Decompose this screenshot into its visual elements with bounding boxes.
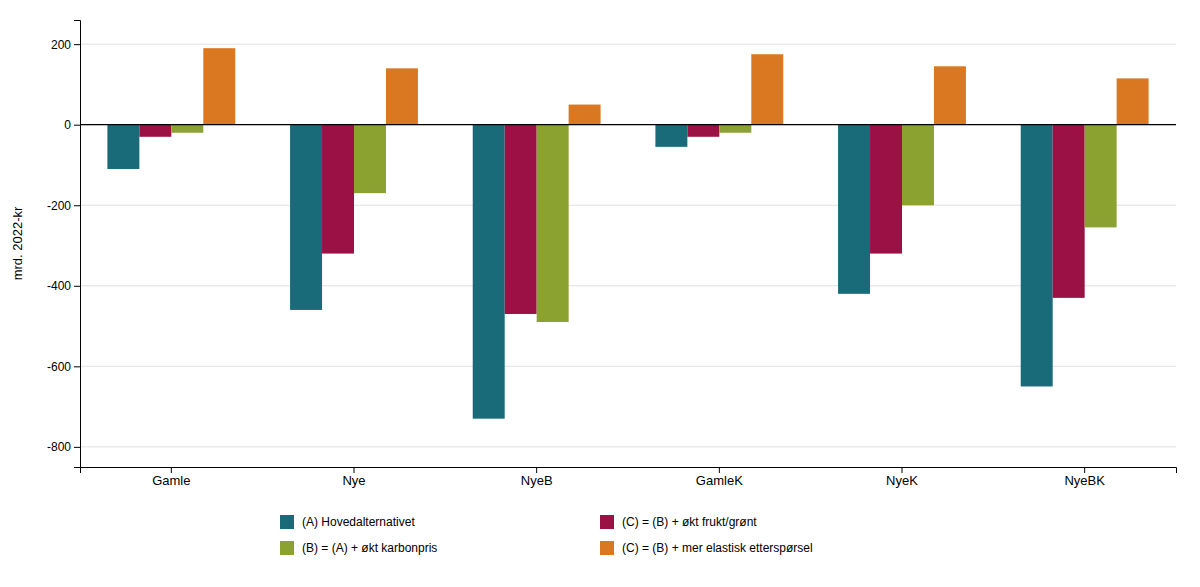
- legend-item: (C) = (B) + økt frukt/grønt: [600, 515, 757, 529]
- bars: [107, 48, 1148, 418]
- bar-series: [107, 125, 1052, 419]
- y-tick-mark: [74, 366, 80, 367]
- bar: [537, 125, 569, 322]
- bar: [1085, 125, 1117, 228]
- legend: (A) Hovedalternativet (C) = (B) + økt fru…: [280, 515, 813, 555]
- legend-label: (A) Hovedalternativet: [302, 515, 415, 529]
- bar: [386, 68, 418, 124]
- bar: [107, 125, 139, 169]
- legend-item: (C) = (B) + mer elastisk etterspørsel: [600, 541, 813, 555]
- bar: [203, 48, 235, 125]
- grid: [80, 44, 1176, 447]
- x-tick-mark: [171, 467, 172, 473]
- bar: [322, 125, 354, 254]
- y-tick-mark: [74, 125, 80, 126]
- bar-series: [171, 125, 1116, 322]
- bar: [505, 125, 537, 314]
- bar: [751, 54, 783, 124]
- y-tick-mark: [74, 447, 80, 448]
- y-tick: 200: [51, 38, 80, 52]
- y-tick-label: -200: [47, 199, 71, 213]
- x-tick-label: NyeK: [886, 473, 918, 488]
- x-tick: Nye: [342, 467, 365, 488]
- x-axis: Gamle Nye NyeB GamleK NyeK NyeBK: [81, 467, 1177, 488]
- x-tick: Gamle: [152, 467, 190, 488]
- legend-swatch: [600, 541, 614, 555]
- grid-line: [80, 124, 1176, 125]
- y-tick-mark: [74, 44, 80, 45]
- y-tick-label: 200: [51, 38, 71, 52]
- legend-item: (B) = (A) + økt karbonpris: [280, 541, 437, 555]
- bar: [687, 125, 719, 137]
- grid-line: [80, 366, 1176, 367]
- x-tick-mark: [536, 467, 537, 473]
- y-tick-label: -800: [47, 440, 71, 454]
- y-tick-label: -400: [47, 279, 71, 293]
- y-tick: -800: [47, 440, 80, 454]
- y-axis: -800 -600 -400 -200 0 200: [47, 21, 81, 468]
- x-axis-line: [81, 468, 1177, 474]
- x-tick: GamleK: [696, 467, 743, 488]
- x-tick: NyeK: [886, 467, 918, 488]
- bar: [171, 125, 203, 133]
- x-tick-mark: [1084, 467, 1085, 473]
- y-tick-label: 0: [64, 118, 71, 132]
- plot: -800 -600 -400 -200 0 200 Gamle Nye NyeB GamleK Ny…: [47, 21, 1177, 489]
- x-tick-label: NyeB: [521, 473, 553, 488]
- bar: [934, 66, 966, 124]
- x-tick-label: GamleK: [696, 473, 743, 488]
- y-tick-label: -600: [47, 360, 71, 374]
- bar: [354, 125, 386, 193]
- x-tick-label: Gamle: [152, 473, 190, 488]
- legend-label: (C) = (B) + økt frukt/grønt: [622, 515, 757, 529]
- bar: [473, 125, 505, 419]
- bar: [870, 125, 902, 254]
- y-tick-mark: [74, 286, 80, 287]
- legend-label: (C) = (B) + mer elastisk etterspørsel: [622, 541, 813, 555]
- y-tick: -400: [47, 279, 80, 293]
- legend-swatch: [280, 541, 294, 555]
- bar: [569, 105, 601, 125]
- legend-swatch: [280, 515, 294, 529]
- legend-item: (A) Hovedalternativet: [280, 515, 415, 529]
- grid-line: [80, 285, 1176, 286]
- y-tick: -600: [47, 360, 80, 374]
- grid-line: [80, 44, 1176, 45]
- legend-swatch: [600, 515, 614, 529]
- x-tick: NyeB: [521, 467, 553, 488]
- bar: [838, 125, 870, 294]
- x-tick: NyeBK: [1064, 467, 1105, 488]
- y-tick: 0: [64, 118, 80, 132]
- zero-line: [80, 124, 1176, 125]
- bar: [1117, 78, 1149, 124]
- x-tick-label: Nye: [342, 473, 365, 488]
- grid-line: [80, 205, 1176, 206]
- bar-series: [139, 125, 1084, 314]
- bar: [719, 125, 751, 133]
- x-tick-mark: [354, 467, 355, 473]
- bar: [1021, 125, 1053, 387]
- y-axis-line: [74, 21, 81, 468]
- bar: [655, 125, 687, 147]
- x-tick-label: NyeBK: [1064, 473, 1105, 488]
- bar: [1053, 125, 1085, 298]
- y-axis-title: mrd. 2022-kr: [10, 206, 25, 280]
- chart: -800 -600 -400 -200 0 200 Gamle Nye NyeB GamleK Ny…: [0, 0, 1200, 587]
- bar-series: [203, 48, 1148, 125]
- bar: [290, 125, 322, 310]
- legend-label: (B) = (A) + økt karbonpris: [302, 541, 437, 555]
- x-tick-mark: [719, 467, 720, 473]
- grid-line: [80, 446, 1176, 447]
- y-tick: -200: [47, 199, 80, 213]
- x-tick-mark: [902, 467, 903, 473]
- y-tick-mark: [74, 205, 80, 206]
- bar: [139, 125, 171, 137]
- bar: [902, 125, 934, 206]
